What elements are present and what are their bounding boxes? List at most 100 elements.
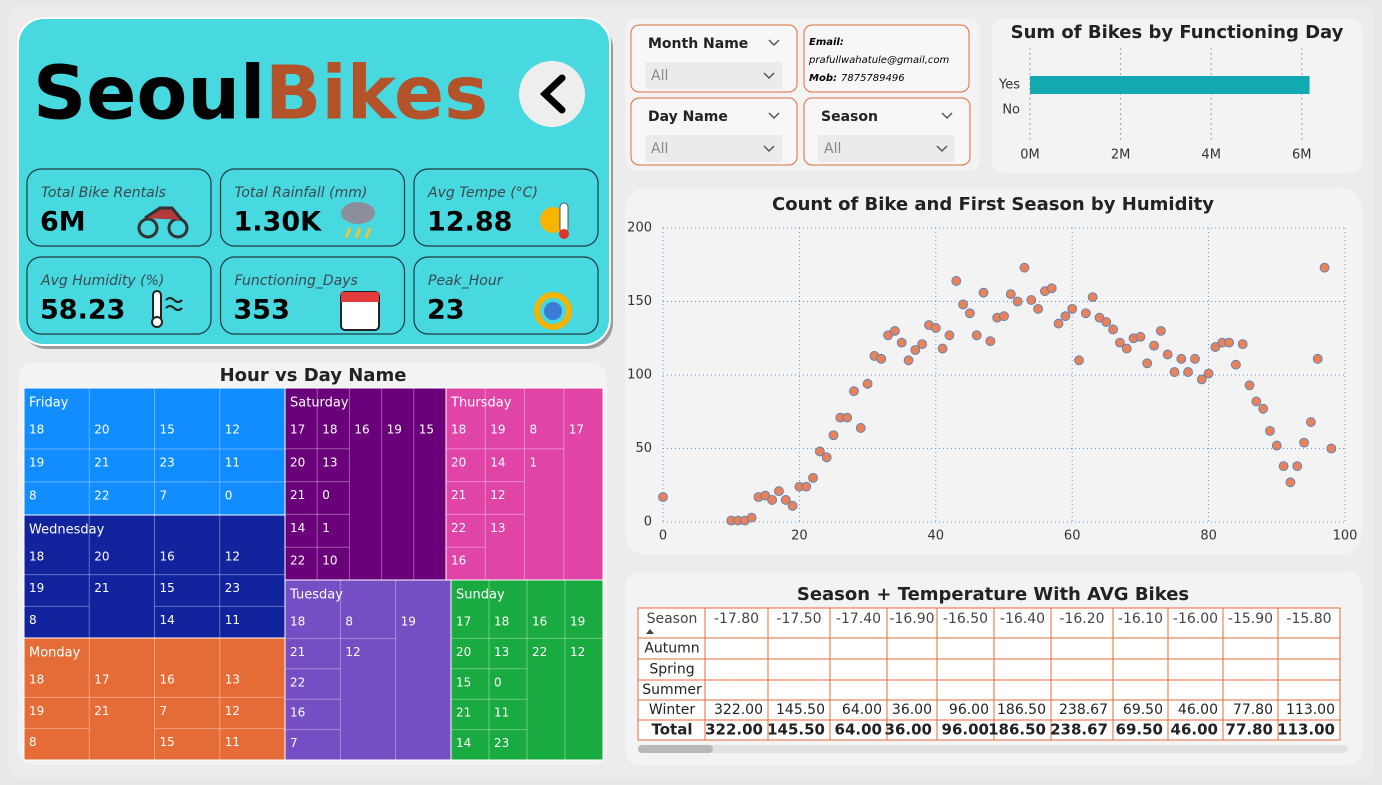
- back-arrow[interactable]: [539, 74, 566, 114]
- hour-label: 7: [290, 736, 298, 750]
- hour-label: 16: [354, 423, 369, 437]
- hour-label: 15: [456, 675, 471, 689]
- x-tick-label: 20: [791, 529, 808, 544]
- kpi-frame: [219, 168, 406, 247]
- chevron: [763, 72, 775, 80]
- treemap-group[interactable]: Saturday 17 20 21 14 22 18 13 0 1 10 16 19 15: [284, 387, 447, 581]
- treemap-group[interactable]: Friday 18 19 8 20 21 22 15 23 7 12 11 0: [23, 387, 286, 516]
- treemap-group[interactable]: Sunday 17 20 15 21 14 18 13 0 11 23 16 22 19 12: [450, 579, 604, 761]
- kpi-label: Avg Tempe (°C): [427, 185, 538, 201]
- hour-label: 19: [29, 456, 44, 470]
- point: [958, 299, 968, 310]
- y-tick-label: 150: [627, 294, 652, 309]
- treemap-tile[interactable]: [23, 387, 286, 516]
- contact-mobile: 7875789496: [841, 73, 905, 84]
- slicer[interactable]: Month Name All: [630, 24, 798, 93]
- hour-label: 15: [160, 423, 175, 437]
- treemap-group[interactable]: Wednesday 18 19 8 20 21 16 15 14 12 23 11: [23, 514, 286, 639]
- point: [760, 490, 771, 501]
- hour-label: 21: [94, 581, 109, 595]
- icon: [559, 202, 569, 234]
- point: [1135, 331, 1146, 342]
- point: [917, 339, 928, 350]
- point: [1292, 461, 1303, 472]
- hour-label: 20: [456, 645, 471, 659]
- treemap-group[interactable]: Thursday 18 20 21 22 16 19 14 12 13 8 1 17: [445, 387, 604, 581]
- y-tick-label: 0: [644, 515, 652, 530]
- point: [1271, 440, 1282, 451]
- back-circle[interactable]: [519, 61, 585, 127]
- hour-label: 20: [94, 550, 109, 564]
- table-cell: 186.50: [997, 702, 1046, 718]
- treemap-tile[interactable]: [23, 514, 286, 639]
- point: [1115, 337, 1125, 348]
- kpi-frame: [413, 256, 599, 335]
- group-label: Saturday: [290, 396, 349, 411]
- slicer-box[interactable]: [645, 135, 782, 162]
- y-tick-label: 50: [635, 441, 652, 456]
- icon: [151, 316, 163, 328]
- hour-label: 12: [490, 488, 505, 502]
- point: [1087, 292, 1098, 302]
- icon: [344, 227, 372, 239]
- point: [978, 287, 989, 298]
- treemap-tile[interactable]: [450, 579, 604, 761]
- hour-label: 23: [225, 581, 240, 595]
- table-header: -17.50: [776, 611, 821, 627]
- slicer-label: Day Name: [648, 109, 728, 125]
- y-tick-label: 200: [627, 221, 652, 236]
- hour-label: 21: [290, 645, 305, 659]
- back-button[interactable]: [519, 61, 585, 127]
- table-title: Season + Temperature With AVG Bikes: [797, 584, 1189, 605]
- point: [971, 330, 982, 341]
- treemap-group[interactable]: Monday 18 19 8 17 21 16 7 15 13 12 11: [23, 637, 286, 761]
- point: [1019, 262, 1030, 273]
- hour-label: 12: [570, 645, 585, 659]
- kpi-value: 353: [234, 295, 290, 326]
- slicer-box[interactable]: [818, 135, 955, 162]
- treemap-tile[interactable]: [445, 387, 604, 581]
- kpi-value: 12.88: [427, 207, 512, 238]
- point: [1162, 349, 1173, 360]
- table-header: -17.40: [836, 611, 881, 627]
- slicer[interactable]: Season All: [803, 97, 971, 166]
- hour-label: 8: [345, 615, 353, 629]
- kpi-card: Functioning_Days 353: [219, 256, 406, 335]
- kpi-card: Total Rainfall (mm) 1.30K: [219, 168, 406, 247]
- contact-email: prafullwahatule@gmail,com: [808, 55, 950, 66]
- row-label: Total: [652, 721, 693, 739]
- row-label: Autumn: [644, 641, 699, 657]
- point: [658, 492, 668, 502]
- point: [842, 412, 853, 423]
- hour-label: 17: [456, 615, 471, 629]
- point: [965, 308, 975, 319]
- point: [1285, 477, 1296, 488]
- scrollbar-thumb[interactable]: [638, 745, 713, 753]
- chevron: [941, 112, 953, 120]
- hour-label: 21: [94, 456, 109, 470]
- table-cell: 186.50: [988, 721, 1046, 739]
- point: [855, 423, 866, 433]
- point: [1265, 425, 1275, 436]
- treemap-group[interactable]: Tuesday 18 21 22 16 7 8 12 19: [284, 579, 452, 761]
- x-tick-label: 6M: [1292, 148, 1312, 163]
- hour-label: 11: [225, 456, 240, 470]
- point: [1278, 461, 1289, 472]
- hour-label: 16: [160, 550, 175, 564]
- table-cell: 46.00: [1171, 721, 1218, 739]
- hour-label: 16: [451, 554, 466, 568]
- treemap-tile[interactable]: [284, 579, 452, 761]
- slicer[interactable]: Day Name All: [630, 97, 798, 166]
- point: [821, 452, 832, 463]
- hour-label: 15: [160, 735, 175, 749]
- point: [1203, 368, 1214, 379]
- slicer-box[interactable]: [645, 62, 782, 89]
- slicer-value: All: [651, 68, 668, 84]
- point: [746, 512, 757, 523]
- table-cell: 69.50: [1116, 721, 1163, 739]
- sort-arrow: [646, 629, 654, 634]
- point: [1033, 303, 1043, 314]
- point: [1244, 380, 1255, 391]
- hour-label: 0: [494, 675, 502, 689]
- treemap-tile[interactable]: [284, 387, 447, 581]
